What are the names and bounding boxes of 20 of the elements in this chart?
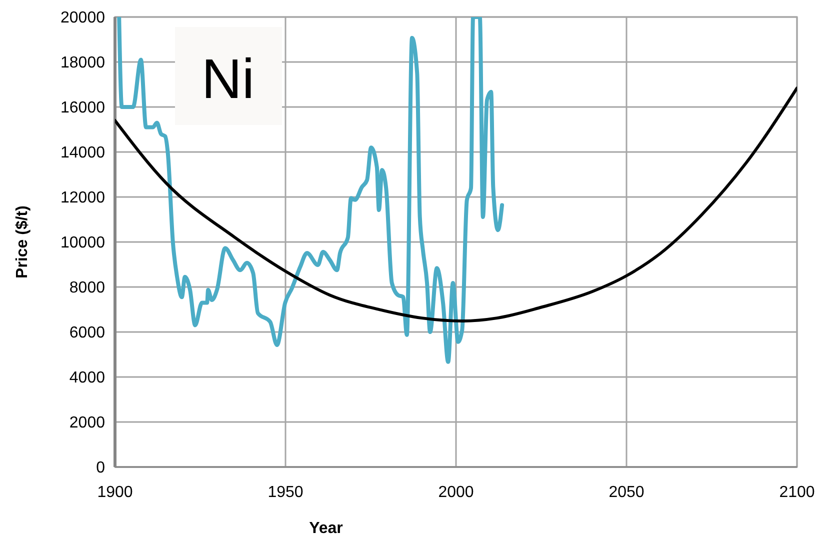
x-tick-label: 2050 [608, 484, 644, 501]
y-tick-label: 20000 [60, 10, 106, 27]
y-tick-label: 10000 [60, 234, 106, 252]
x-axis-title: Year [309, 520, 343, 537]
x-tick-label: 1950 [268, 484, 304, 501]
y-tick-label: 4000 [69, 370, 106, 387]
x-tick-label: 1900 [97, 484, 133, 501]
y-tick-label: 0 [96, 460, 106, 477]
y-tick-label: 18000 [60, 54, 106, 72]
y-tick-label: 6000 [69, 324, 106, 342]
annotation: Ni [202, 47, 254, 110]
y-tick-label: 12000 [60, 190, 106, 207]
line-series [117, 17, 504, 364]
x-tick-label: 2000 [438, 484, 474, 501]
y-axis-title: Price ($/t) [14, 206, 31, 278]
y-tick-label: 8000 [69, 280, 106, 297]
y-tick-label: 2000 [69, 414, 106, 432]
y-tick-label: 14000 [60, 144, 106, 162]
y-tick-label: 16000 [60, 100, 106, 117]
x-tick-label: 2100 [779, 484, 815, 501]
